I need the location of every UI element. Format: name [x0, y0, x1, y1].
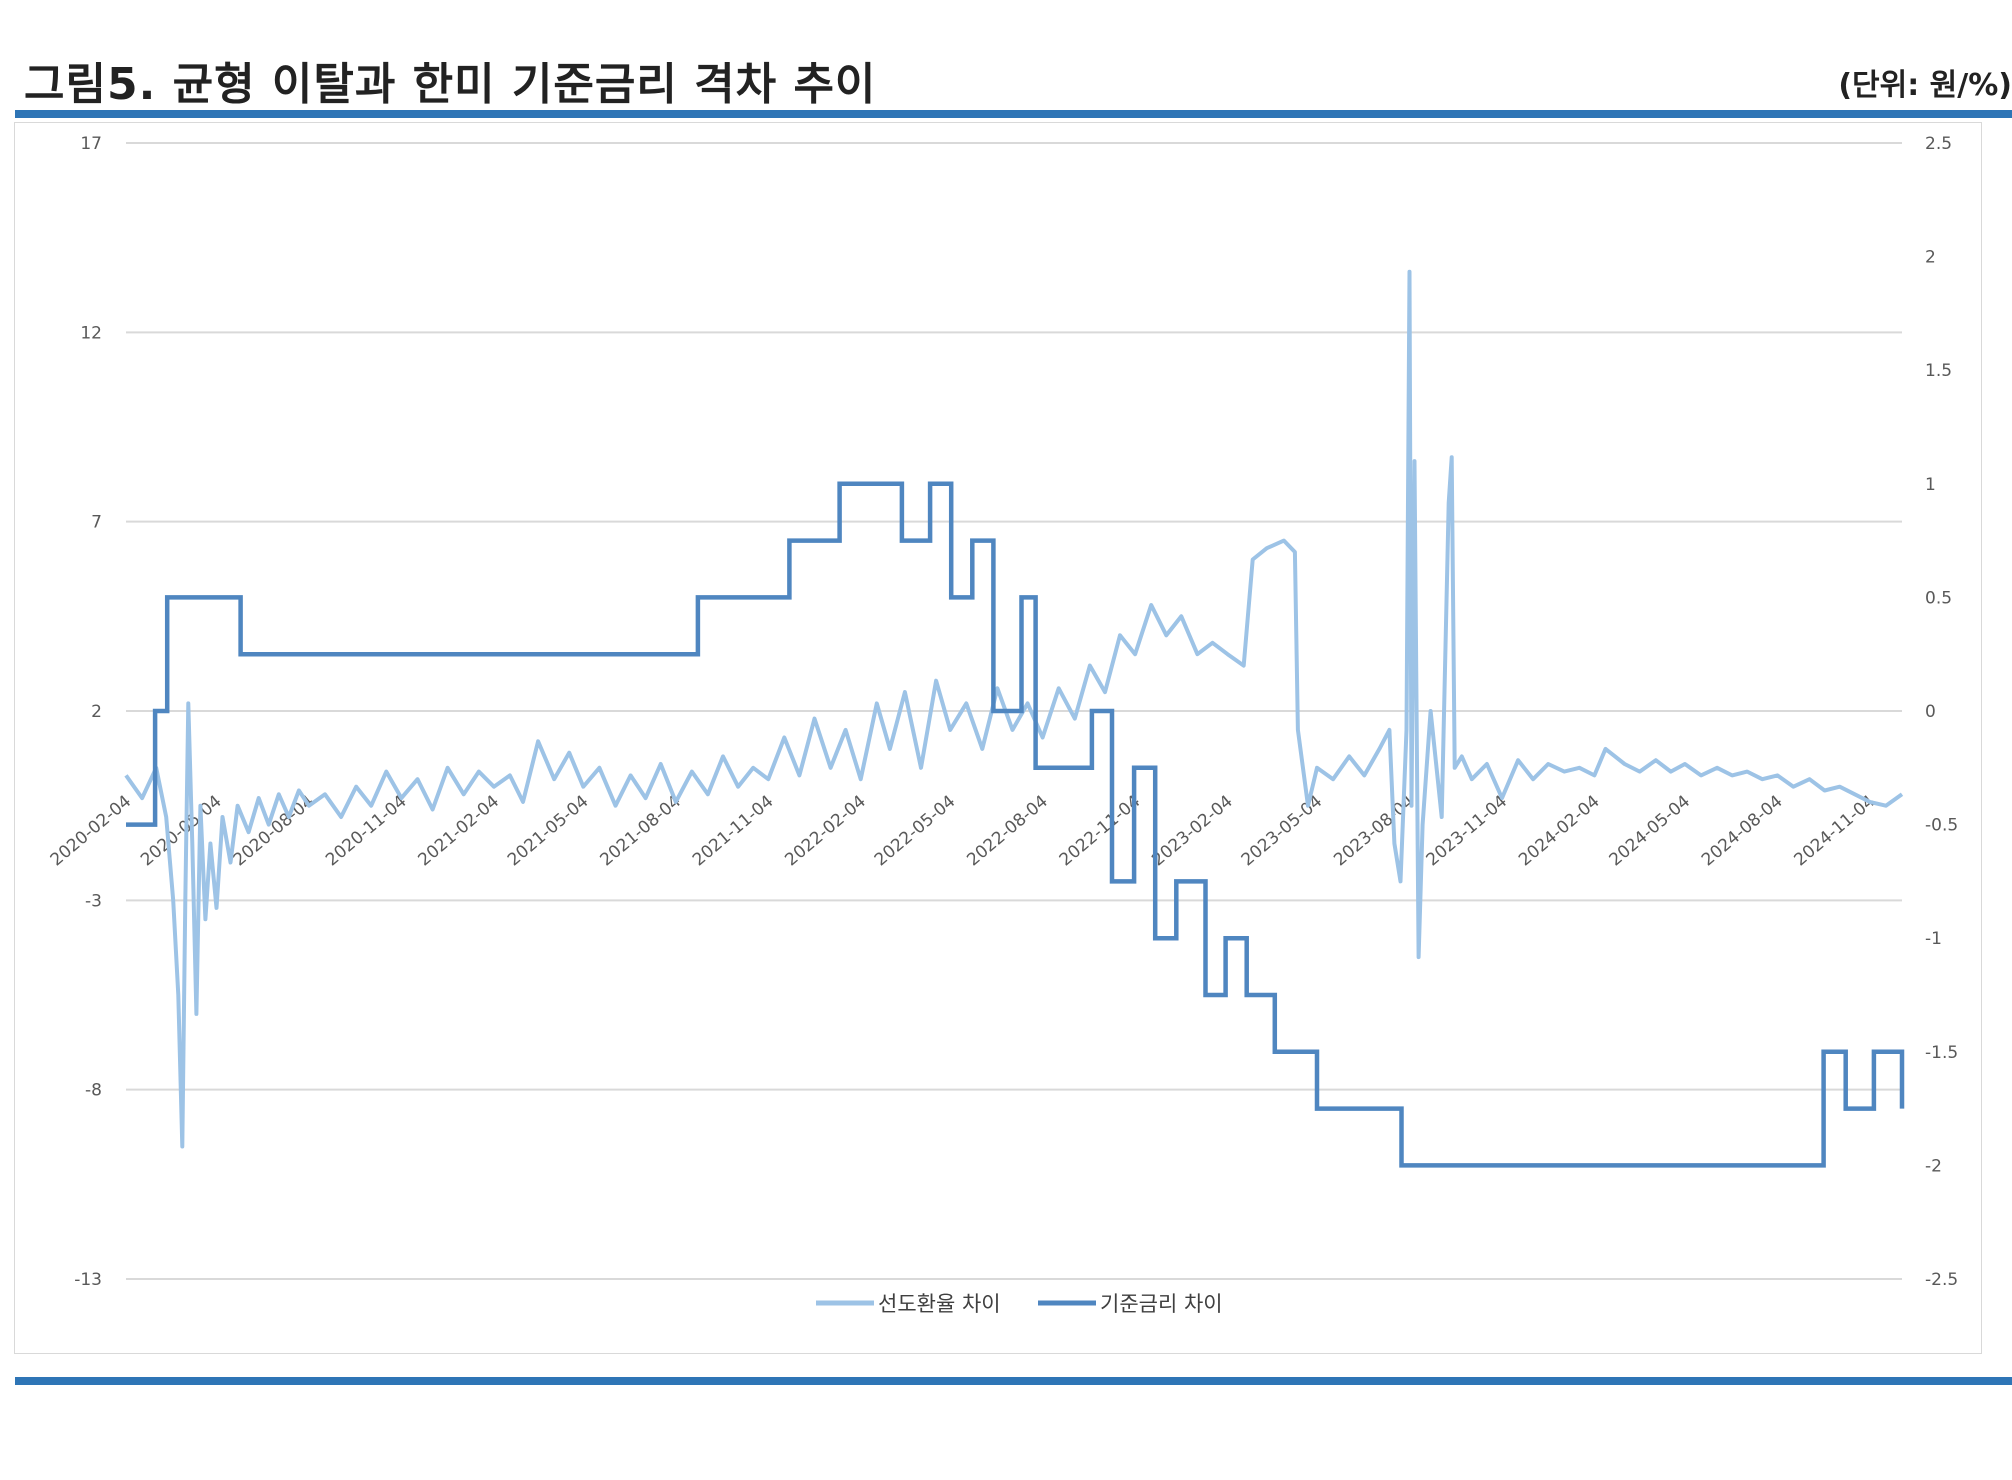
bottom-rule — [15, 1377, 2012, 1385]
x-tick-label: 2023-05-04 — [1238, 792, 1327, 871]
x-tick-label: 2023-02-04 — [1148, 792, 1237, 871]
y-right-tick-label: -2 — [1925, 1156, 1942, 1176]
x-tick-label: 2021-05-04 — [504, 792, 593, 871]
x-tick-label: 2023-11-04 — [1423, 792, 1512, 871]
top-rule — [15, 110, 2012, 118]
x-tick-label: 2022-08-04 — [963, 792, 1052, 871]
y-left-tick-label: -13 — [74, 1270, 102, 1290]
y-right-tick-label: -1 — [1925, 929, 1942, 949]
y-right-tick-label: 2 — [1925, 248, 1936, 268]
y-right-tick-label: 1.5 — [1925, 361, 1952, 381]
y-right-tick-label: -1.5 — [1925, 1043, 1958, 1063]
legend-label-policy-rate-diff: 기준금리 차이 — [1100, 1292, 1223, 1316]
x-tick-label: 2022-11-04 — [1056, 792, 1145, 871]
figure-title: 그림5. 균형 이탈과 한미 기준금리 격차 추이 — [24, 59, 877, 110]
y-left-tick-label: -3 — [85, 891, 102, 911]
x-tick-label: 2021-11-04 — [689, 792, 778, 871]
y-right-tick-label: 0.5 — [1925, 588, 1952, 608]
y-left-tick-label: -8 — [85, 1081, 102, 1101]
y-right-tick-label: -2.5 — [1925, 1270, 1958, 1290]
legend-label-forward-rate-diff: 선도환율 차이 — [878, 1292, 1001, 1316]
y-right-tick-label: -0.5 — [1925, 816, 1958, 836]
y-left-tick-label: 12 — [80, 323, 102, 343]
chart-frame — [14, 122, 1982, 1354]
y-right-tick-label: 1 — [1925, 475, 1936, 495]
x-tick-label: 2021-08-04 — [596, 792, 685, 871]
chart-svg: 17 12 7 2 -3 -8 -13 2.5 2 1.5 1 0.5 0 -0.5 -1 -1.5 -2 -2.… — [47, 134, 1958, 1316]
x-tick-label: 2020-02-04 — [47, 792, 136, 871]
y-right-tick-label: 2.5 — [1925, 134, 1952, 154]
series-line-policy-rate-diff — [126, 481, 1905, 1168]
x-tick-label: 2020-11-04 — [322, 792, 411, 871]
x-tick-label: 2024-11-04 — [1791, 792, 1880, 871]
x-tick-label: 2024-02-04 — [1515, 792, 1604, 871]
y-left-tick-label: 2 — [91, 702, 102, 722]
series-line-forward-rate-diff — [124, 269, 1904, 1149]
y-left-tick-label: 17 — [80, 134, 102, 154]
x-tick-label: 2024-05-04 — [1606, 792, 1695, 871]
x-tick-label: 2022-05-04 — [871, 792, 960, 871]
y-right-tick-label: 0 — [1925, 702, 1936, 722]
y-left-tick-label: 7 — [91, 513, 102, 533]
x-tick-label: 2022-02-04 — [781, 792, 870, 871]
x-tick-label: 2024-08-04 — [1698, 792, 1787, 871]
unit-label: (단위: 원/%) — [1838, 68, 2012, 103]
